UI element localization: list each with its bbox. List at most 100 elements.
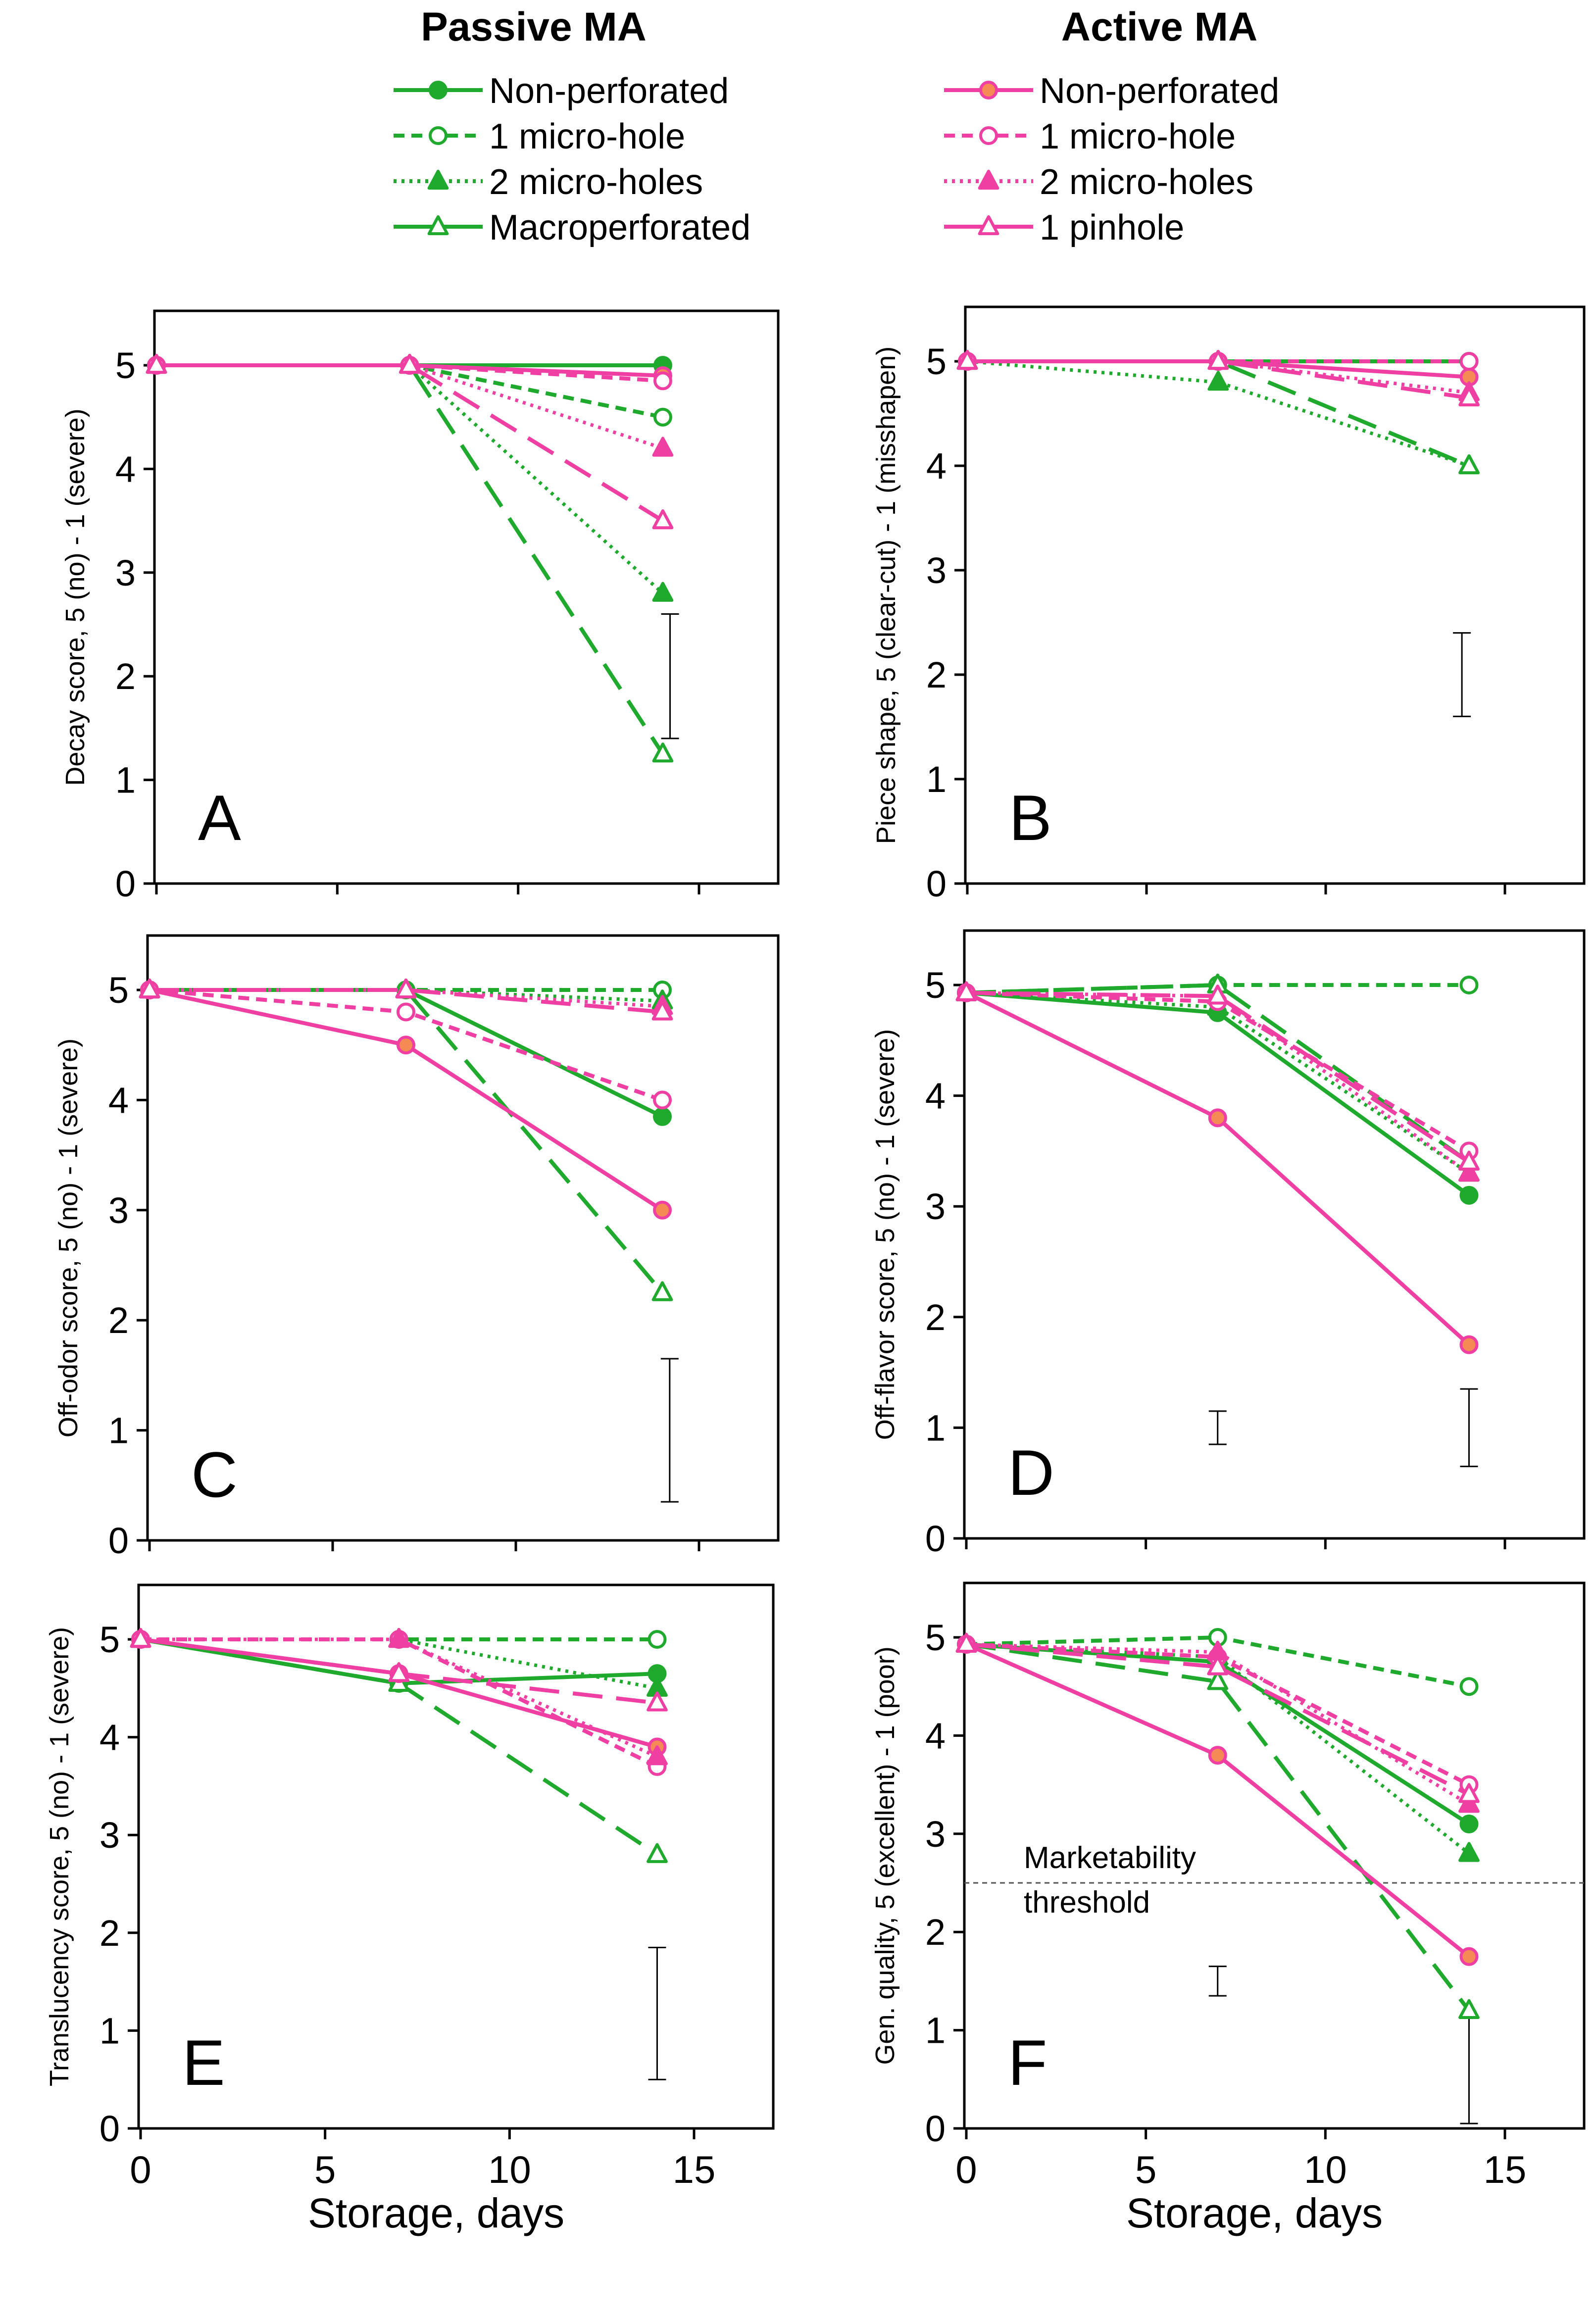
data-point	[647, 1843, 668, 1863]
series-a-pinhole	[139, 978, 673, 1021]
series-a-pinhole	[955, 1632, 1480, 1803]
series-p-2micro	[146, 353, 674, 602]
legend-label-passive-3: Macroperforated	[489, 208, 750, 247]
legend-entry-passive-1: 1 micro-hole	[394, 117, 685, 156]
legend-entry-passive-2: 2 micro-holes	[394, 162, 703, 202]
data-point	[1207, 371, 1229, 391]
data-point	[648, 1630, 667, 1649]
y-axis-label: Off-odor score, 5 (no) - 1 (severe)	[53, 1038, 83, 1437]
y-tick-label: 1	[925, 1407, 946, 1448]
legend-title-passive: Passive MA	[421, 4, 647, 49]
y-tick-label: 0	[926, 863, 947, 904]
data-point	[651, 1281, 673, 1301]
y-tick-label: 2	[925, 1297, 946, 1338]
y-tick-label: 4	[925, 1715, 946, 1756]
legend-marker-passive-3	[427, 215, 449, 236]
y-tick-label: 3	[115, 552, 136, 593]
data-point	[395, 978, 417, 999]
series-line	[967, 359, 1470, 468]
error-bar	[660, 1358, 679, 1503]
y-tick-label: 5	[115, 345, 136, 386]
legend-label-active-2: 2 micro-holes	[1040, 162, 1253, 202]
legend-entry-active-3: 1 pinhole	[944, 208, 1184, 247]
data-point	[388, 1627, 410, 1648]
panel-b: 0 1 2 3 4 5 Piece shape, 5 (clear-cut) - 1 (mi…	[871, 305, 1586, 904]
data-point	[955, 981, 977, 1001]
data-point	[647, 1745, 668, 1766]
data-point	[653, 1107, 672, 1126]
data-point	[1207, 349, 1229, 370]
plot-frame-d	[963, 929, 1586, 1540]
data-point	[1459, 1185, 1479, 1205]
y-tick-label: 2	[115, 656, 136, 697]
legend-marker-passive-1	[429, 126, 448, 145]
series-line	[156, 363, 664, 595]
series-p-macro	[955, 1632, 1480, 2020]
legend-marker-active-2	[978, 169, 999, 190]
data-point	[1208, 1746, 1227, 1765]
data-point	[1459, 352, 1479, 371]
panel-c: 0 1 2 3 4 5 Off-odor score, 5 (no) - 1 (severe…	[53, 934, 780, 1561]
x-tick-label: 5	[314, 2148, 336, 2191]
threshold-label: threshold	[1024, 1885, 1150, 1920]
y-tick-label: 1	[115, 760, 136, 801]
series-line	[149, 988, 664, 1212]
y-tick-label: 0	[925, 2108, 946, 2149]
y-axis-label: Translucency score, 5 (no) - 1 (severe)	[45, 1627, 74, 2086]
data-point	[653, 1200, 672, 1220]
legend-marker-passive-2	[427, 169, 449, 190]
error-bar	[1460, 2015, 1478, 2124]
series-line	[141, 1637, 658, 1769]
error-bar	[1208, 1966, 1227, 1997]
x-tick-label: 0	[130, 2148, 151, 2191]
plot-frame-a	[153, 309, 780, 885]
series-line	[966, 991, 1470, 1175]
y-tick-label: 5	[925, 965, 946, 1006]
series-line	[141, 1637, 658, 1759]
y-tick-label: 1	[108, 1410, 129, 1451]
y-tick-label: 1	[926, 759, 947, 800]
legend-label-active-1: 1 micro-hole	[1040, 117, 1236, 156]
plot-frame-f	[963, 1581, 1586, 2130]
data-point	[653, 371, 672, 391]
y-tick-label: 3	[925, 1814, 946, 1855]
threshold-label: Marketability	[1024, 1841, 1196, 1875]
legend: Passive MA Active MA Non-perforated 1 mic…	[394, 4, 1279, 247]
y-tick-label: 5	[108, 970, 129, 1011]
data-point	[139, 978, 160, 999]
panel-f: 0 1 2 3 4 5 0 5 10 15 Gen. quality, 5 (excellent) …	[870, 1581, 1586, 2191]
legend-entry-active-1: 1 micro-hole	[944, 117, 1236, 156]
error-bar	[648, 1946, 666, 2080]
y-tick-label: 1	[100, 2010, 120, 2051]
y-tick-label: 3	[108, 1190, 129, 1231]
y-tick-label: 5	[925, 1617, 946, 1658]
data-point	[130, 1627, 151, 1648]
data-point	[955, 1632, 977, 1653]
legend-entry-passive-3: Macroperforated	[394, 208, 750, 247]
data-point	[1458, 1842, 1480, 1862]
series-a-1micro	[957, 983, 1479, 1161]
plot-frame-c	[146, 934, 780, 1542]
y-tick-label: 2	[926, 654, 947, 695]
data-point	[1459, 1814, 1479, 1833]
data-point	[653, 407, 672, 427]
error-bar	[1453, 632, 1471, 717]
plot-frame-e	[137, 1583, 775, 2130]
data-point	[1459, 1677, 1479, 1696]
x-tick-label: 10	[488, 2148, 531, 2191]
data-point	[653, 1090, 672, 1110]
data-point	[1459, 1335, 1479, 1354]
series-line	[150, 988, 664, 1294]
series-line	[966, 990, 1470, 1164]
series-line	[966, 1642, 1471, 2012]
data-point	[1208, 1108, 1227, 1128]
data-point	[1207, 1655, 1229, 1676]
y-tick-label: 2	[100, 1913, 120, 1954]
data-point	[1458, 1161, 1480, 1182]
data-point	[1459, 1947, 1479, 1966]
y-tick-label: 3	[925, 1186, 946, 1227]
x-axis-label: Storage, days	[1126, 2190, 1383, 2236]
legend-entry-active-0: Non-perforated	[944, 71, 1279, 111]
